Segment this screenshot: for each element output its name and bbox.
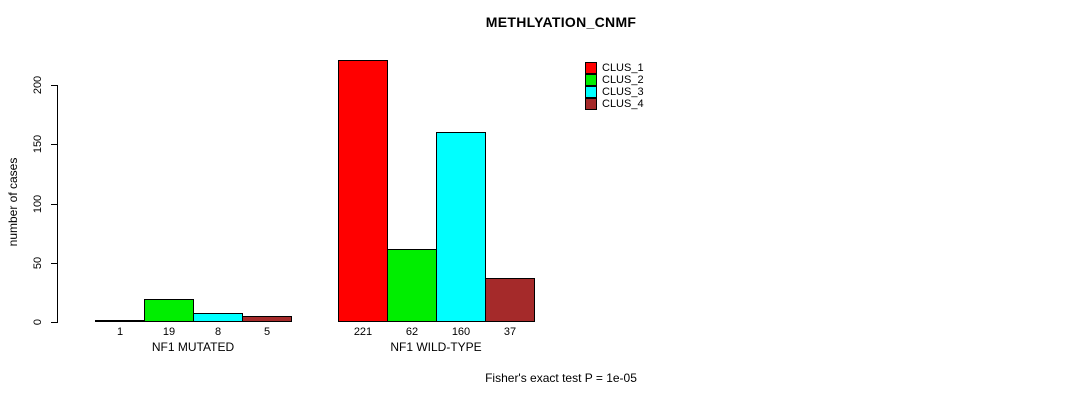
bar-clus-4-group-1 [242, 316, 292, 322]
bar-value-label: 1 [116, 326, 124, 338]
y-tick-mark [51, 85, 57, 86]
y-tick-label: 50 [32, 256, 44, 270]
legend-label: CLUS_4 [602, 98, 644, 110]
bar-clus-4-group-2 [485, 278, 535, 322]
bar-value-label: 5 [263, 326, 271, 338]
bar-clus-2-group-1 [144, 299, 194, 322]
legend-label: CLUS_1 [602, 62, 644, 74]
legend: CLUS_1 CLUS_2 CLUS_3 CLUS_4 [585, 62, 644, 110]
legend-swatch-clus-4 [585, 98, 597, 110]
bar-clus-3-group-1 [193, 313, 243, 322]
legend-row-clus-4: CLUS_4 [585, 98, 644, 110]
y-tick-label: 200 [32, 75, 44, 95]
legend-swatch-clus-3 [585, 86, 597, 98]
y-tick-mark [51, 322, 57, 323]
bar-value-label: 62 [405, 326, 419, 338]
legend-swatch-clus-1 [585, 62, 597, 74]
bar-value-label: 19 [162, 326, 176, 338]
legend-swatch-clus-2 [585, 74, 597, 86]
bar-clus-1-group-1 [95, 320, 145, 322]
y-tick-mark [51, 144, 57, 145]
legend-row-clus-1: CLUS_1 [585, 62, 644, 74]
bar-clus-3-group-2 [436, 132, 486, 322]
x-group-label: NF1 WILD-TYPE [390, 340, 482, 354]
legend-row-clus-2: CLUS_2 [585, 74, 644, 86]
y-tick-label: 100 [32, 194, 44, 214]
bar-value-label: 221 [353, 326, 373, 338]
y-axis-line [57, 85, 58, 323]
y-tick-label: 0 [32, 318, 44, 326]
legend-row-clus-3: CLUS_3 [585, 86, 644, 98]
bar-value-label: 8 [214, 326, 222, 338]
bar-value-label: 37 [503, 326, 517, 338]
bar-value-label: 160 [451, 326, 471, 338]
chart-title: METHLYATION_CNMF [485, 14, 637, 30]
bar-clus-2-group-2 [387, 249, 437, 322]
y-tick-mark [51, 263, 57, 264]
y-tick-mark [51, 204, 57, 205]
bar-clus-1-group-2 [338, 60, 388, 322]
legend-label: CLUS_2 [602, 74, 644, 86]
y-tick-label: 150 [32, 134, 44, 154]
fisher-test-annotation: Fisher's exact test P = 1e-05 [485, 371, 637, 385]
legend-label: CLUS_3 [602, 86, 644, 98]
x-group-label: NF1 MUTATED [151, 340, 235, 354]
y-axis-label: number of cases [6, 157, 20, 247]
